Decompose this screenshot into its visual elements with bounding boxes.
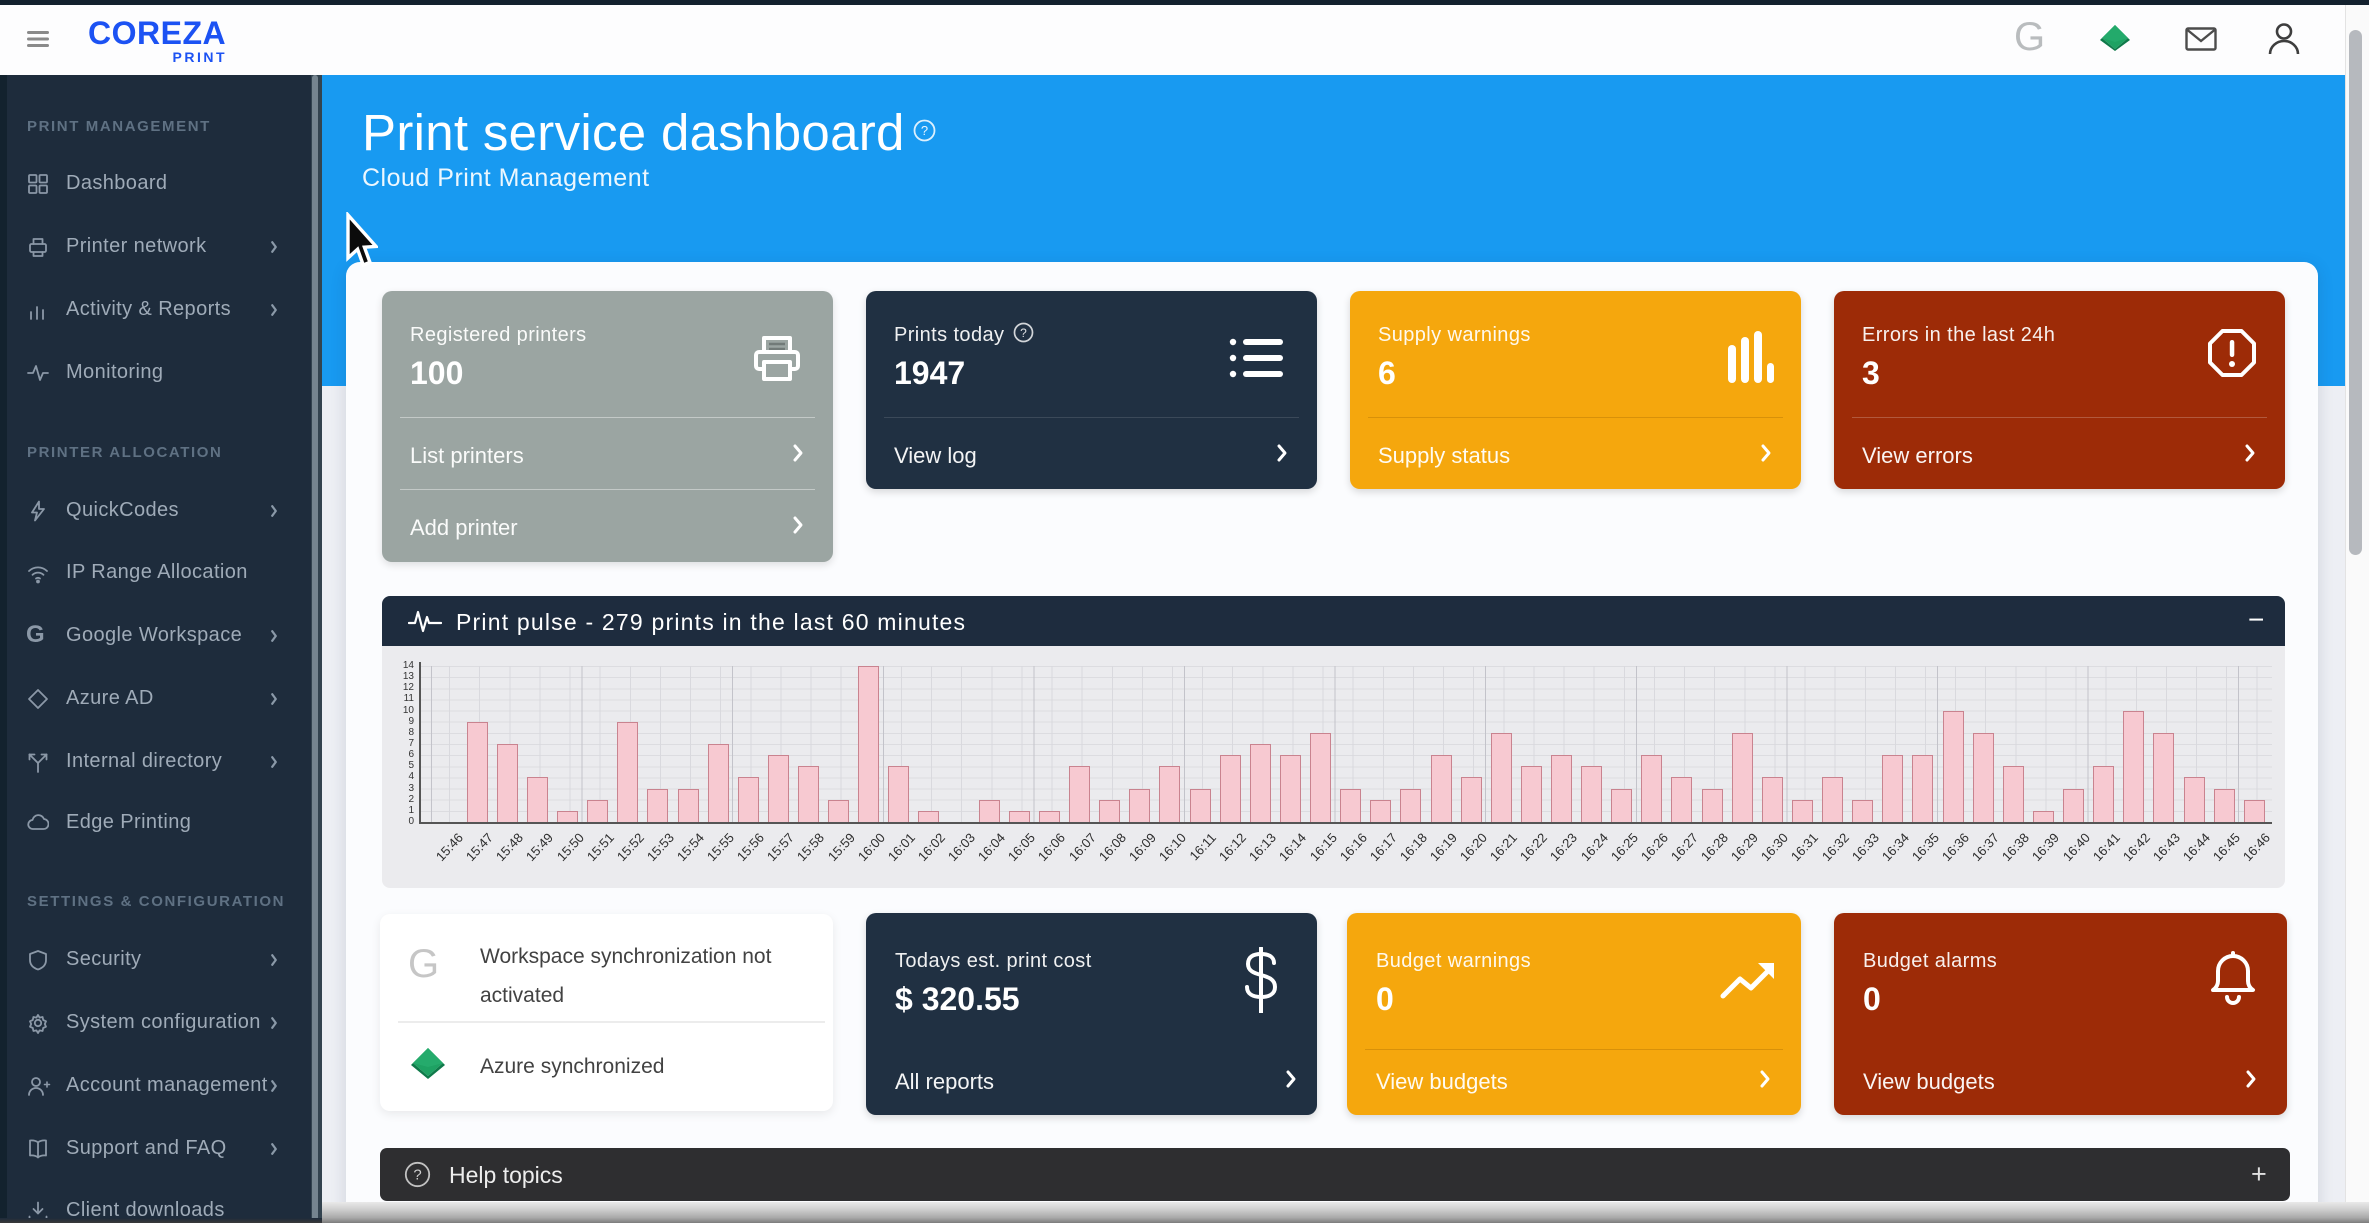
svg-text:?: ? bbox=[413, 1167, 421, 1184]
svg-text:?: ? bbox=[1020, 326, 1027, 340]
svg-text:?: ? bbox=[921, 123, 928, 138]
